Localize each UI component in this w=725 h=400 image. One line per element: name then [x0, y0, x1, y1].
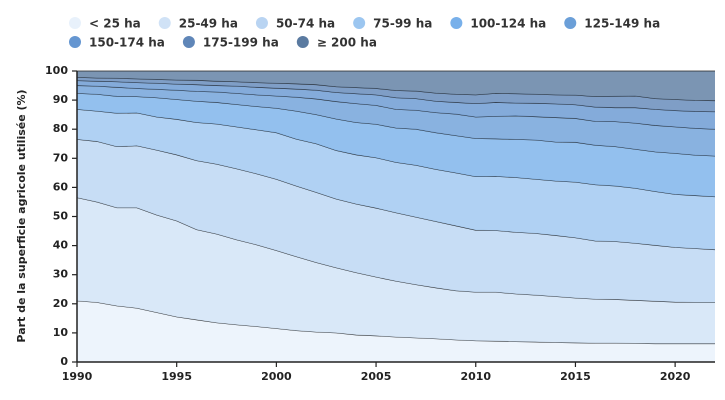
y-axis-label: Part de la superficie agricole utilisée …: [15, 89, 28, 342]
legend-label: 100-124 ha: [470, 17, 546, 31]
legend-label: ≥ 200 ha: [317, 36, 377, 50]
legend-label: 75-99 ha: [373, 17, 432, 31]
legend-swatch: [564, 17, 577, 29]
y-tick-label: 100: [45, 64, 68, 77]
x-tick-label: 2015: [560, 370, 591, 383]
legend-swatch: [450, 17, 463, 29]
legend: < 25 ha 25-49 ha 50-74 ha 75-99 ha 100-124 h…: [69, 17, 660, 50]
y-tick-label: 10: [53, 326, 69, 339]
area: [77, 77, 715, 112]
y-tick-label: 80: [53, 122, 69, 135]
area: [77, 85, 715, 156]
area: [77, 93, 715, 197]
legend-label: < 25 ha: [89, 17, 141, 31]
legend-swatch: [69, 17, 81, 29]
x-tick-label: 1990: [62, 370, 93, 383]
y-tick-label: 60: [53, 180, 69, 193]
y-tick-label: 0: [60, 355, 68, 368]
x-tick-label: 2000: [261, 370, 292, 383]
legend-label: 175-199 ha: [203, 36, 279, 50]
y-tick-label: 90: [53, 93, 69, 106]
legend-label: 125-149 ha: [584, 17, 660, 31]
area: [77, 139, 715, 303]
x-tick-label: 2020: [660, 370, 691, 383]
area: [77, 80, 715, 130]
legend-label: 50-74 ha: [276, 17, 335, 31]
legend-swatch: [353, 17, 366, 29]
y-tick-label: 70: [53, 151, 69, 164]
legend-swatch: [182, 36, 195, 48]
legend-swatch: [69, 36, 81, 48]
area: [77, 109, 715, 250]
legend-swatch: [158, 17, 171, 29]
x-tick-label: 2005: [361, 370, 392, 383]
legend-label: 150-174 ha: [89, 36, 165, 50]
x-tick-label: 1995: [161, 370, 192, 383]
y-tick-label: 50: [53, 210, 69, 223]
y-tick-label: 40: [53, 239, 69, 252]
area: [77, 71, 715, 101]
area: [77, 197, 715, 344]
y-tick-label: 20: [53, 297, 69, 310]
area: [77, 300, 715, 362]
legend-label: 25-49 ha: [179, 17, 238, 31]
legend-swatch: [296, 36, 309, 48]
x-tick-label: 2010: [460, 370, 491, 383]
y-tick-label: 30: [53, 268, 69, 281]
legend-swatch: [255, 17, 268, 29]
